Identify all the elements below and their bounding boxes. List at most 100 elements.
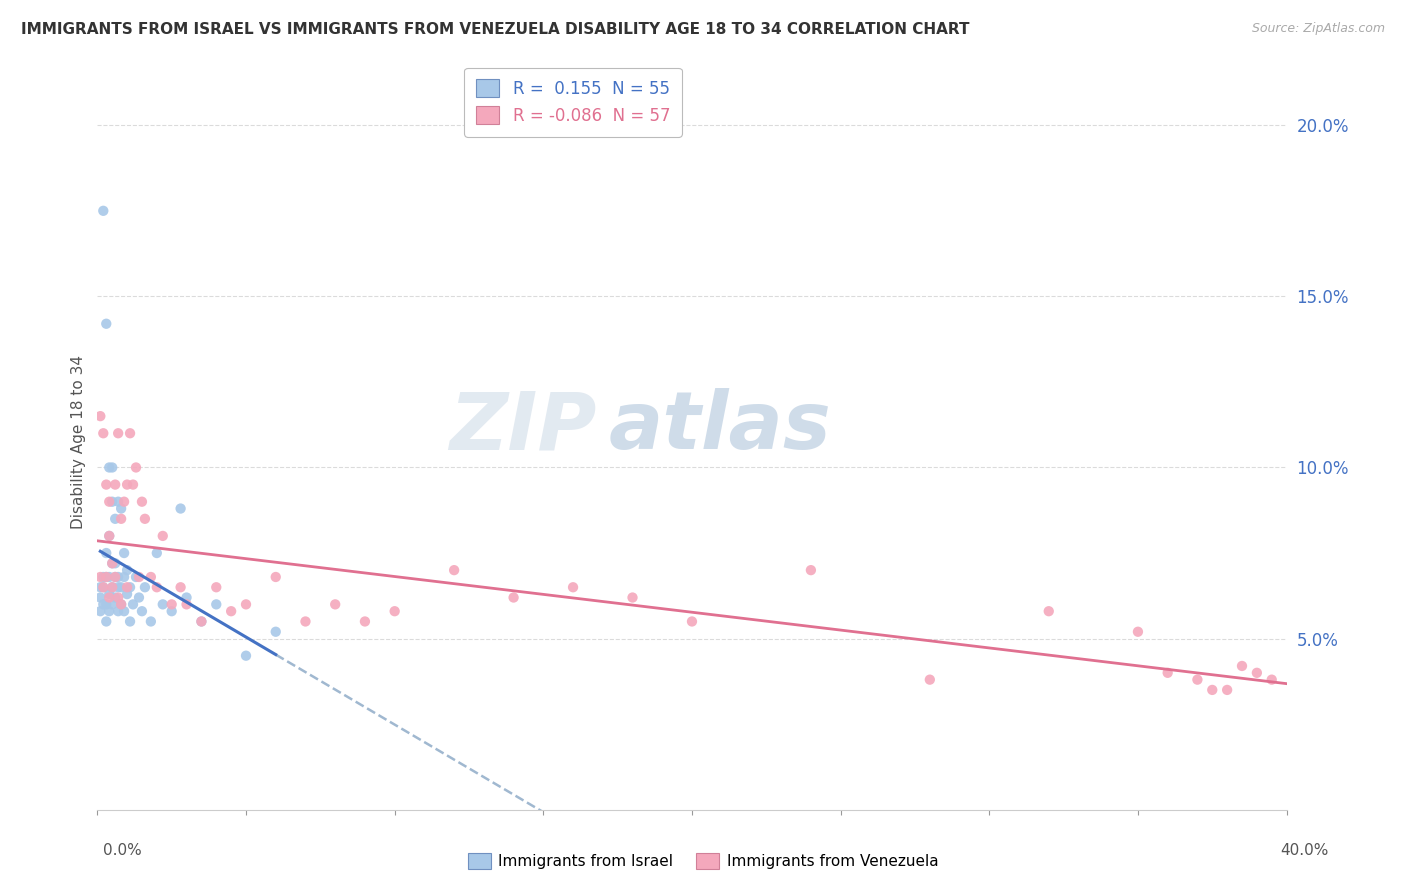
Point [219, 604, 242, 618]
Point [1216, 682, 1239, 697]
Point [205, 580, 228, 594]
Text: 40.0%: 40.0% [1281, 843, 1329, 858]
Point [89, 580, 111, 594]
Point [122, 477, 145, 491]
Point [107, 591, 129, 605]
Point [134, 512, 156, 526]
Point [112, 494, 135, 508]
Point [1156, 665, 1178, 680]
Point [176, 591, 198, 605]
Point [104, 570, 127, 584]
Point [160, 604, 183, 618]
Point [107, 580, 129, 594]
Legend: Immigrants from Israel, Immigrants from Venezuela: Immigrants from Israel, Immigrants from … [461, 847, 945, 875]
Point [131, 494, 153, 508]
Point [502, 591, 524, 605]
Point [294, 615, 316, 629]
Text: Source: ZipAtlas.com: Source: ZipAtlas.com [1251, 22, 1385, 36]
Point [176, 598, 198, 612]
Point [190, 615, 212, 629]
Point [264, 624, 287, 639]
Point [96, 477, 118, 491]
Point [125, 460, 148, 475]
Point [235, 648, 257, 663]
Point [89, 570, 111, 584]
Point [112, 604, 135, 618]
Point [354, 615, 377, 629]
Point [125, 570, 148, 584]
Point [104, 512, 127, 526]
Point [89, 591, 111, 605]
Point [104, 591, 127, 605]
Point [96, 570, 118, 584]
Point [101, 460, 124, 475]
Point [139, 570, 162, 584]
Point [101, 557, 124, 571]
Point [98, 494, 121, 508]
Point [104, 477, 127, 491]
Point [91, 580, 114, 594]
Point [96, 570, 118, 584]
Point [98, 570, 121, 584]
Point [107, 426, 129, 441]
Point [107, 570, 129, 584]
Point [134, 580, 156, 594]
Point [96, 546, 118, 560]
Text: IMMIGRANTS FROM ISRAEL VS IMMIGRANTS FROM VENEZUELA DISABILITY AGE 18 TO 34 CORR: IMMIGRANTS FROM ISRAEL VS IMMIGRANTS FRO… [21, 22, 970, 37]
Point [443, 563, 465, 577]
Point [101, 580, 124, 594]
Point [91, 580, 114, 594]
Text: ZIP: ZIP [450, 388, 596, 467]
Point [112, 546, 135, 560]
Point [107, 604, 129, 618]
Point [190, 615, 212, 629]
Text: 0.0%: 0.0% [103, 843, 142, 858]
Point [1246, 665, 1268, 680]
Text: atlas: atlas [609, 388, 831, 467]
Point [1230, 659, 1253, 673]
Point [98, 529, 121, 543]
Point [1038, 604, 1060, 618]
Point [110, 501, 132, 516]
Point [91, 598, 114, 612]
Point [264, 570, 287, 584]
Point [91, 426, 114, 441]
Point [1201, 682, 1223, 697]
Point [101, 580, 124, 594]
Point [120, 580, 142, 594]
Point [98, 604, 121, 618]
Point [122, 598, 145, 612]
Point [110, 512, 132, 526]
Point [1187, 673, 1209, 687]
Point [169, 501, 191, 516]
Point [128, 591, 150, 605]
Point [128, 570, 150, 584]
Point [101, 494, 124, 508]
Point [169, 580, 191, 594]
Point [91, 570, 114, 584]
Point [91, 203, 114, 218]
Point [205, 598, 228, 612]
Point [681, 615, 703, 629]
Point [89, 409, 111, 424]
Point [104, 570, 127, 584]
Point [160, 598, 183, 612]
Point [107, 494, 129, 508]
Point [146, 580, 169, 594]
Point [101, 557, 124, 571]
Point [104, 557, 127, 571]
Point [110, 580, 132, 594]
Point [918, 673, 941, 687]
Point [98, 460, 121, 475]
Point [101, 598, 124, 612]
Point [152, 529, 174, 543]
Point [235, 598, 257, 612]
Point [139, 615, 162, 629]
Legend: R =  0.155  N = 55, R = -0.086  N = 57: R = 0.155 N = 55, R = -0.086 N = 57 [464, 68, 682, 136]
Point [115, 580, 138, 594]
Point [1126, 624, 1149, 639]
Point [110, 598, 132, 612]
Point [146, 546, 169, 560]
Point [110, 598, 132, 612]
Point [152, 598, 174, 612]
